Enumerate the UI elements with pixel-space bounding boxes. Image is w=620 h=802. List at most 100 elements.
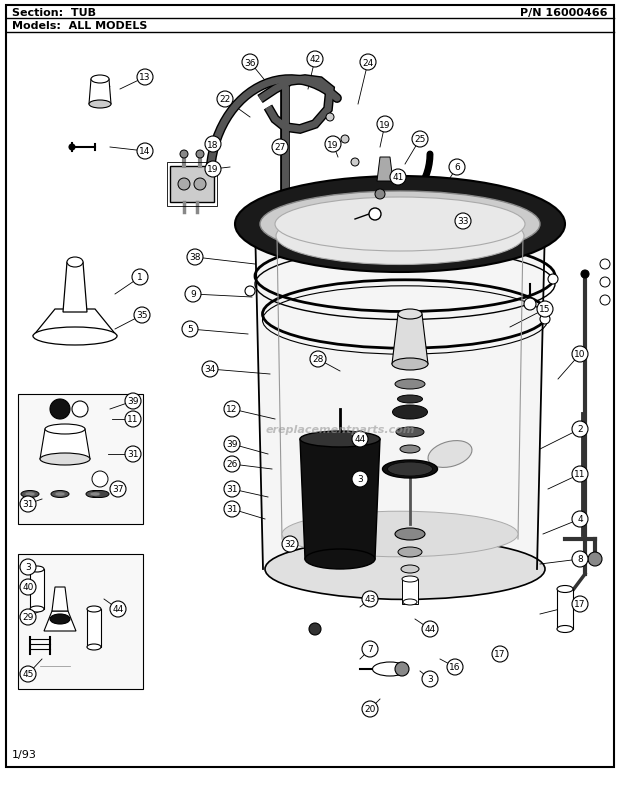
Text: 33: 33	[457, 217, 469, 226]
Circle shape	[132, 269, 148, 286]
Circle shape	[205, 162, 221, 178]
Text: 3: 3	[427, 674, 433, 683]
Text: 31: 31	[22, 500, 33, 508]
Text: 31: 31	[127, 450, 139, 459]
Ellipse shape	[235, 176, 565, 273]
Ellipse shape	[428, 441, 472, 468]
Circle shape	[412, 132, 428, 148]
Circle shape	[224, 481, 240, 497]
Text: 19: 19	[327, 140, 339, 149]
Text: ereplacementparts.com: ereplacementparts.com	[265, 424, 415, 435]
Ellipse shape	[51, 491, 69, 498]
Polygon shape	[392, 314, 428, 365]
Text: 15: 15	[539, 305, 551, 314]
Bar	[557, 589, 573, 630]
Text: 3: 3	[25, 563, 31, 572]
Circle shape	[242, 55, 258, 71]
Bar	[30, 569, 44, 610]
Ellipse shape	[276, 209, 524, 265]
Circle shape	[362, 591, 378, 607]
Text: 42: 42	[309, 55, 321, 64]
Polygon shape	[33, 310, 117, 337]
Circle shape	[217, 92, 233, 107]
Text: 38: 38	[189, 253, 201, 262]
Circle shape	[187, 249, 203, 265]
Bar	[18, 554, 143, 689]
Ellipse shape	[395, 379, 425, 390]
Text: 19: 19	[207, 165, 219, 174]
Circle shape	[245, 286, 255, 297]
Text: 35: 35	[136, 311, 148, 320]
Text: 44: 44	[355, 435, 366, 444]
Ellipse shape	[50, 614, 70, 624]
Circle shape	[325, 137, 341, 153]
Circle shape	[341, 136, 349, 144]
Text: 19: 19	[379, 120, 391, 129]
Circle shape	[92, 472, 108, 488]
Circle shape	[282, 537, 298, 553]
Text: 25: 25	[414, 136, 426, 144]
Text: 12: 12	[226, 405, 237, 414]
Circle shape	[185, 286, 201, 302]
Circle shape	[182, 322, 198, 338]
Polygon shape	[44, 611, 76, 631]
Circle shape	[202, 362, 218, 378]
Text: 7: 7	[367, 645, 373, 654]
Ellipse shape	[282, 512, 518, 557]
Circle shape	[205, 137, 221, 153]
Circle shape	[224, 436, 240, 452]
Ellipse shape	[45, 424, 85, 435]
Bar	[87, 610, 101, 647]
Polygon shape	[52, 587, 68, 611]
Ellipse shape	[91, 491, 109, 498]
Circle shape	[588, 553, 602, 566]
Ellipse shape	[388, 463, 433, 476]
Ellipse shape	[67, 257, 83, 268]
Text: 32: 32	[285, 540, 296, 549]
Bar	[402, 579, 418, 604]
Circle shape	[572, 512, 588, 528]
Ellipse shape	[275, 198, 525, 252]
Ellipse shape	[305, 549, 375, 569]
Circle shape	[125, 394, 141, 410]
Ellipse shape	[55, 492, 65, 496]
Text: 20: 20	[365, 705, 376, 714]
Circle shape	[72, 402, 88, 418]
Ellipse shape	[89, 101, 111, 109]
Ellipse shape	[402, 577, 418, 582]
Circle shape	[137, 144, 153, 160]
Polygon shape	[377, 158, 393, 182]
Ellipse shape	[401, 565, 419, 573]
Ellipse shape	[557, 585, 573, 593]
Ellipse shape	[265, 539, 545, 600]
Circle shape	[360, 55, 376, 71]
Ellipse shape	[260, 192, 540, 257]
Ellipse shape	[400, 445, 420, 453]
Circle shape	[224, 402, 240, 418]
Ellipse shape	[395, 529, 425, 541]
Ellipse shape	[87, 644, 101, 650]
Ellipse shape	[383, 460, 438, 479]
Circle shape	[125, 447, 141, 463]
Circle shape	[20, 496, 36, 512]
Circle shape	[180, 151, 188, 159]
Ellipse shape	[178, 179, 190, 191]
Text: Models:  ALL MODELS: Models: ALL MODELS	[12, 21, 148, 31]
Text: 2: 2	[577, 425, 583, 434]
Ellipse shape	[403, 599, 417, 606]
Circle shape	[362, 701, 378, 717]
Circle shape	[422, 671, 438, 687]
Text: 4: 4	[577, 515, 583, 524]
Text: 3: 3	[357, 475, 363, 484]
Text: 41: 41	[392, 173, 404, 182]
Polygon shape	[255, 225, 545, 569]
Ellipse shape	[194, 179, 206, 191]
Text: 28: 28	[312, 355, 324, 364]
Circle shape	[110, 602, 126, 618]
Ellipse shape	[30, 606, 44, 612]
Circle shape	[20, 666, 36, 683]
Circle shape	[20, 579, 36, 595]
Ellipse shape	[91, 76, 109, 84]
Ellipse shape	[392, 406, 428, 419]
Circle shape	[600, 296, 610, 306]
